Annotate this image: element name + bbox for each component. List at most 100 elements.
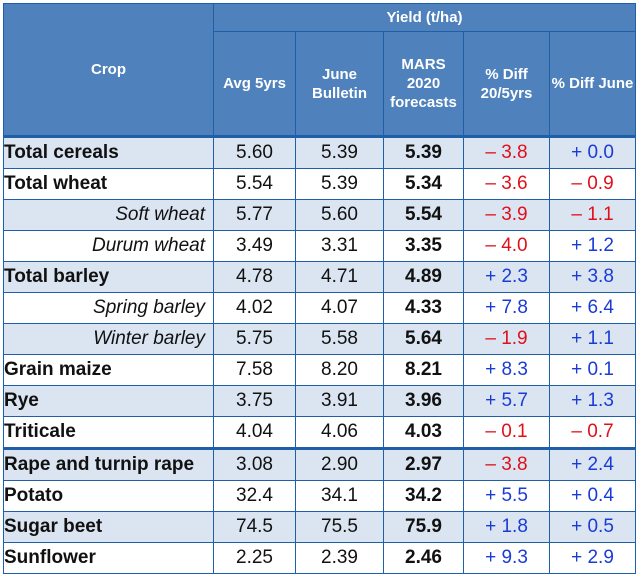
crop-name: Rye — [3, 385, 214, 417]
avg-5yrs-value: 7.58 — [213, 354, 296, 386]
header-diff-june: % Diff June — [548, 31, 637, 137]
avg-5yrs-value: 74.5 — [213, 511, 296, 543]
avg-5yrs-value: 32.4 — [213, 480, 296, 512]
table-row: Potato 32.4 34.1 34.2 + 5.5 + 0.4 — [3, 480, 637, 512]
table-row: Grain maize 7.58 8.20 8.21 + 8.3 + 0.1 — [3, 354, 637, 386]
june-bulletin-value: 5.60 — [295, 199, 384, 231]
crop-name: Durum wheat — [3, 230, 214, 262]
mars-forecast-value: 4.03 — [383, 416, 464, 449]
diff-5yrs-value: – 3.8 — [463, 135, 550, 169]
diff-5yrs-value: + 1.8 — [463, 511, 550, 543]
avg-5yrs-value: 3.75 — [213, 385, 296, 417]
diff-june-value: + 1.1 — [548, 323, 637, 355]
diff-june-value: + 1.3 — [548, 385, 637, 417]
crop-name: Total barley — [3, 261, 214, 293]
june-bulletin-value: 5.39 — [295, 168, 384, 200]
diff-june-value: + 0.0 — [548, 135, 637, 169]
yield-table: Crop Yield (t/ha) Avg 5yrs June Bulletin… — [3, 3, 637, 574]
mars-forecast-value: 3.35 — [383, 230, 464, 262]
diff-5yrs-value: + 5.5 — [463, 480, 550, 512]
june-bulletin-value: 4.71 — [295, 261, 384, 293]
table-row: Soft wheat 5.77 5.60 5.54 – 3.9 – 1.1 — [3, 199, 637, 231]
table-row: Spring barley 4.02 4.07 4.33 + 7.8 + 6.4 — [3, 292, 637, 324]
header-mars-forecasts: MARS 2020 forecasts — [383, 31, 464, 137]
mars-forecast-value: 3.96 — [383, 385, 464, 417]
mars-forecast-value: 8.21 — [383, 354, 464, 386]
june-bulletin-value: 34.1 — [295, 480, 384, 512]
june-bulletin-value: 5.58 — [295, 323, 384, 355]
table-row: Rye 3.75 3.91 3.96 + 5.7 + 1.3 — [3, 385, 637, 417]
crop-name: Potato — [3, 480, 214, 512]
diff-june-value: + 2.9 — [548, 542, 637, 574]
table-row: Triticale 4.04 4.06 4.03 – 0.1 – 0.7 — [3, 416, 637, 449]
header-crop: Crop — [3, 3, 214, 137]
table-row: Rape and turnip rape 3.08 2.90 2.97 – 3.… — [3, 447, 637, 481]
crop-name: Sugar beet — [3, 511, 214, 543]
diff-5yrs-value: – 0.1 — [463, 416, 550, 449]
mars-forecast-value: 4.33 — [383, 292, 464, 324]
mars-forecast-value: 2.46 — [383, 542, 464, 574]
diff-june-value: + 0.1 — [548, 354, 637, 386]
june-bulletin-value: 2.39 — [295, 542, 384, 574]
mars-forecast-value: 5.64 — [383, 323, 464, 355]
mars-forecast-value: 34.2 — [383, 480, 464, 512]
mars-forecast-value: 75.9 — [383, 511, 464, 543]
crop-name: Grain maize — [3, 354, 214, 386]
june-bulletin-value: 3.91 — [295, 385, 384, 417]
table-row: Sunflower 2.25 2.39 2.46 + 9.3 + 2.9 — [3, 542, 637, 574]
mars-forecast-value: 5.54 — [383, 199, 464, 231]
table-row: Sugar beet 74.5 75.5 75.9 + 1.8 + 0.5 — [3, 511, 637, 543]
diff-june-value: – 0.9 — [548, 168, 637, 200]
diff-5yrs-value: + 7.8 — [463, 292, 550, 324]
table-row: Durum wheat 3.49 3.31 3.35 – 4.0 + 1.2 — [3, 230, 637, 262]
diff-june-value: + 0.4 — [548, 480, 637, 512]
avg-5yrs-value: 2.25 — [213, 542, 296, 574]
avg-5yrs-value: 4.02 — [213, 292, 296, 324]
avg-5yrs-value: 5.60 — [213, 135, 296, 169]
diff-june-value: + 2.4 — [548, 447, 637, 481]
table-row: Total barley 4.78 4.71 4.89 + 2.3 + 3.8 — [3, 261, 637, 293]
header-avg-5yrs: Avg 5yrs — [213, 31, 296, 137]
avg-5yrs-value: 4.04 — [213, 416, 296, 449]
june-bulletin-value: 2.90 — [295, 447, 384, 481]
mars-forecast-value: 4.89 — [383, 261, 464, 293]
june-bulletin-value: 4.06 — [295, 416, 384, 449]
diff-5yrs-value: + 5.7 — [463, 385, 550, 417]
header-yield-group: Yield (t/ha) — [212, 3, 637, 32]
june-bulletin-value: 8.20 — [295, 354, 384, 386]
crop-name: Sunflower — [3, 542, 214, 574]
avg-5yrs-value: 5.77 — [213, 199, 296, 231]
june-bulletin-value: 5.39 — [295, 135, 384, 169]
diff-5yrs-value: + 2.3 — [463, 261, 550, 293]
june-bulletin-value: 4.07 — [295, 292, 384, 324]
table-row: Total cereals 5.60 5.39 5.39 – 3.8 + 0.0 — [3, 135, 637, 169]
avg-5yrs-value: 4.78 — [213, 261, 296, 293]
diff-5yrs-value: – 4.0 — [463, 230, 550, 262]
diff-june-value: – 0.7 — [548, 416, 637, 449]
mars-forecast-value: 5.34 — [383, 168, 464, 200]
diff-5yrs-value: + 9.3 — [463, 542, 550, 574]
diff-5yrs-value: – 1.9 — [463, 323, 550, 355]
table-row: Total wheat 5.54 5.39 5.34 – 3.6 – 0.9 — [3, 168, 637, 200]
avg-5yrs-value: 5.54 — [213, 168, 296, 200]
crop-name: Winter barley — [3, 323, 214, 355]
june-bulletin-value: 3.31 — [295, 230, 384, 262]
crop-name: Total cereals — [3, 135, 214, 169]
mars-forecast-value: 2.97 — [383, 447, 464, 481]
diff-june-value: + 3.8 — [548, 261, 637, 293]
crop-name: Total wheat — [3, 168, 214, 200]
crop-name: Soft wheat — [3, 199, 214, 231]
table-row: Winter barley 5.75 5.58 5.64 – 1.9 + 1.1 — [3, 323, 637, 355]
avg-5yrs-value: 5.75 — [213, 323, 296, 355]
diff-5yrs-value: – 3.6 — [463, 168, 550, 200]
header-diff-5yrs: % Diff 20/5yrs — [463, 31, 550, 137]
diff-june-value: + 6.4 — [548, 292, 637, 324]
avg-5yrs-value: 3.08 — [213, 447, 296, 481]
crop-name: Spring barley — [3, 292, 214, 324]
crop-name: Rape and turnip rape — [3, 447, 214, 481]
diff-5yrs-value: – 3.8 — [463, 447, 550, 481]
diff-5yrs-value: – 3.9 — [463, 199, 550, 231]
diff-5yrs-value: + 8.3 — [463, 354, 550, 386]
diff-june-value: – 1.1 — [548, 199, 637, 231]
crop-name: Triticale — [3, 416, 214, 449]
